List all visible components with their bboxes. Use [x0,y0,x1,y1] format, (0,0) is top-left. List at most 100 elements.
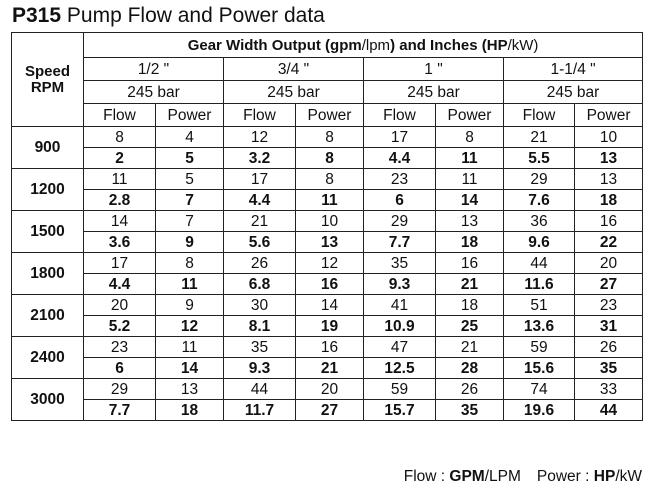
table-row: 5.2 12 8.1 19 10.9 25 13.6 31 [12,315,644,337]
gear-width-header: 3/4 " [223,57,364,81]
page-title: P315 Pump Flow and Power data [12,3,325,29]
power-kw-cell: 21 [295,357,364,379]
flow-gpm-cell: 29 [83,378,156,400]
speed-rpm-header: Speed RPM [11,32,84,127]
power-kw-cell: 18 [573,189,644,211]
power-column-header: Power [295,103,364,127]
power-kw-cell: 27 [295,399,364,421]
power-hp-cell: 20 [573,252,644,274]
power-hp-cell: 8 [295,168,364,190]
power-kw-cell: 16 [295,273,364,295]
flow-lpm-cell: 11.6 [503,273,575,295]
flow-column-header: Flow [223,103,296,127]
power-hp-cell: 26 [573,336,644,358]
power-hp-cell: 23 [573,294,644,316]
power-kw-cell: 27 [573,273,644,295]
table-row: 2400 23 11 35 16 47 21 59 26 [11,336,644,379]
flow-lpm-cell: 9.6 [503,231,575,253]
table-row: 1800 17 8 26 12 35 16 44 20 [11,252,644,295]
power-hp-cell: 16 [573,210,644,232]
flow-lpm-cell: 5.5 [503,147,575,169]
power-unit-primary: HP [593,468,616,485]
flow-gpm-cell: 20 [83,294,156,316]
power-column-header: Power [435,103,504,127]
flow-lpm-cell: 12.5 [363,357,436,379]
flow-column-header: Flow [83,103,156,127]
flow-gpm-cell: 35 [223,336,296,358]
rpm-cell: 1800 [11,252,84,295]
table-row: 2100 20 9 30 14 41 18 51 23 [11,294,644,337]
flow-gpm-cell: 51 [503,294,575,316]
flow-lpm-cell: 7.7 [83,399,156,421]
power-hp-cell: 11 [435,168,504,190]
power-kw-cell: 11 [155,273,224,295]
flow-gpm-cell: 44 [503,252,575,274]
flow-gpm-cell: 21 [223,210,296,232]
flow-gpm-cell: 17 [223,168,296,190]
power-hp-cell: 16 [435,252,504,274]
power-hp-cell: 13 [155,378,224,400]
gear-width-header-part: /lpm [361,36,391,54]
table-row: 2 5 3.2 8 4.4 11 5.5 13 [12,147,644,169]
flow-lpm-cell: 5.2 [83,315,156,337]
flow-lpm-cell: 3.2 [223,147,296,169]
gear-width-header-part: Gear Width Output ( [187,36,331,54]
power-kw-cell: 14 [435,189,504,211]
power-kw-cell: 8 [295,147,364,169]
power-unit-secondary: /kW [615,468,642,485]
table-row: 3000 29 13 44 20 59 26 74 33 [11,378,644,421]
rpm-cell: 900 [11,126,84,169]
flow-column-header: Flow [363,103,436,127]
gear-width-header-part: gpm [330,36,362,54]
power-kw-cell: 9 [155,231,224,253]
flow-lpm-cell: 4.4 [223,189,296,211]
flow-gpm-cell: 59 [503,336,575,358]
power-hp-cell: 33 [573,378,644,400]
power-hp-cell: 9 [155,294,224,316]
flow-unit-secondary: /LPM [484,468,521,485]
flow-gpm-cell: 29 [503,168,575,190]
power-hp-cell: 13 [435,210,504,232]
flow-lpm-cell: 19.6 [503,399,575,421]
flow-lpm-cell: 2.8 [83,189,156,211]
flow-gpm-cell: 23 [83,336,156,358]
power-hp-cell: 13 [573,168,644,190]
units-legend: Flow : GPM/LPM Power : HP/kW [404,468,642,486]
flow-gpm-cell: 11 [83,168,156,190]
flow-gpm-cell: 47 [363,336,436,358]
power-hp-cell: 20 [295,378,364,400]
table-row: 7.7 18 11.7 27 15.7 35 19.6 44 [12,399,644,421]
pressure-header: 245 bar [502,80,644,104]
power-kw-cell: 19 [295,315,364,337]
flow-gpm-cell: 30 [223,294,296,316]
power-hp-cell: 7 [155,210,224,232]
flow-gpm-cell: 17 [83,252,156,274]
power-kw-cell: 22 [573,231,644,253]
power-hp-cell: 11 [155,336,224,358]
power-column-header: Power [573,103,644,127]
power-hp-cell: 18 [435,294,504,316]
power-kw-cell: 18 [155,399,224,421]
power-kw-cell: 7 [155,189,224,211]
flow-lpm-cell: 6 [83,357,156,379]
power-kw-cell: 11 [435,147,504,169]
power-legend-label: Power : [536,468,594,485]
title-text: Pump Flow and Power data [66,4,325,27]
flow-unit-primary: GPM [449,468,485,485]
flow-lpm-cell: 3.6 [83,231,156,253]
pressure-header: 245 bar [363,80,504,104]
flow-gpm-cell: 35 [363,252,436,274]
pressure-header: 245 bar [223,80,364,104]
power-kw-cell: 13 [573,147,644,169]
flow-lpm-cell: 9.3 [363,273,436,295]
rpm-cell: 1500 [11,210,84,253]
flow-gpm-cell: 36 [503,210,575,232]
power-kw-cell: 28 [435,357,504,379]
flow-lpm-cell: 5.6 [223,231,296,253]
power-hp-cell: 26 [435,378,504,400]
table-row: 2.8 7 4.4 11 6 14 7.6 18 [12,189,644,211]
power-hp-cell: 8 [435,126,504,148]
speed-label: Speed [24,62,70,80]
power-kw-cell: 5 [155,147,224,169]
power-hp-cell: 8 [295,126,364,148]
